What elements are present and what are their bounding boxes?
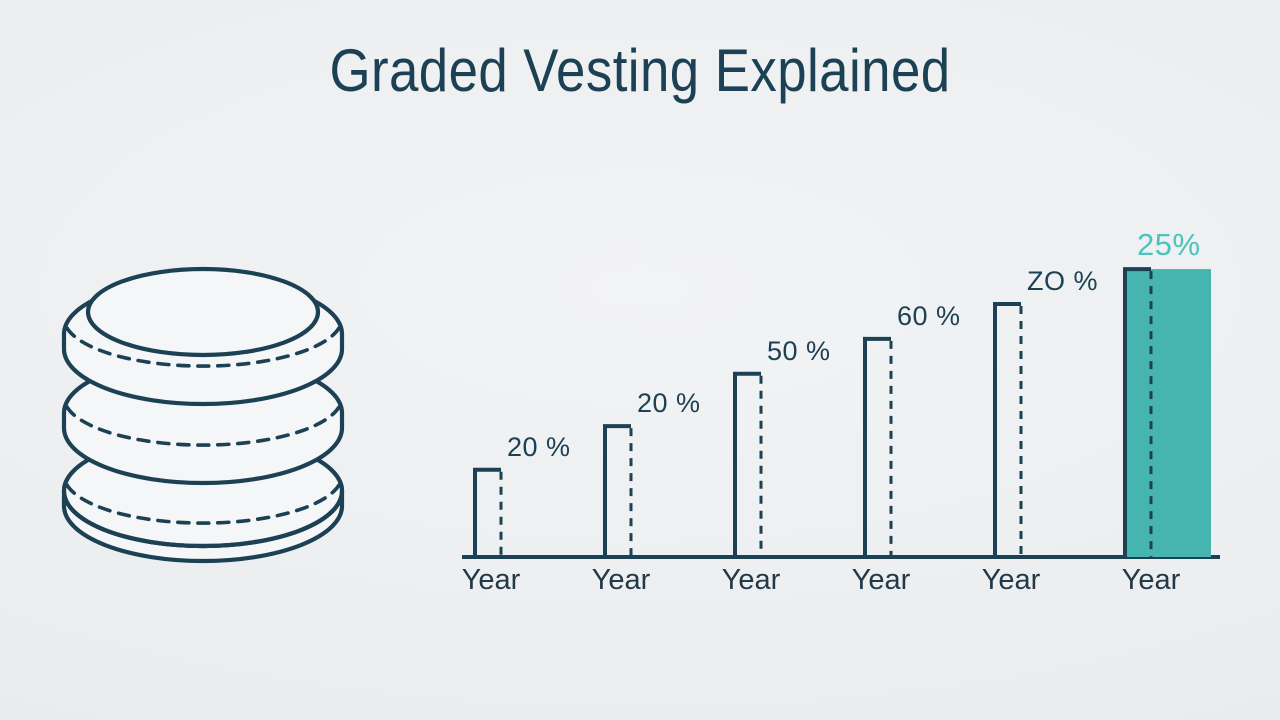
- bars-group: [473, 267, 1211, 557]
- bar-value-labels: 20 % 20 % 50 % 60 % ZO % 25%: [507, 227, 1201, 462]
- bar-outline: [473, 467, 501, 557]
- category-label: Year: [1122, 564, 1181, 596]
- category-label: Year: [852, 564, 911, 596]
- category-label: Year: [462, 564, 521, 596]
- stacked-discs-icon: [58, 248, 348, 570]
- vesting-bar-chart: 20 % 20 % 50 % 60 % ZO % 25% Year Year Year Year…: [440, 160, 1240, 610]
- bar-value-label: 25%: [1137, 227, 1201, 262]
- disc-top: [61, 266, 345, 407]
- bar-chart-svg: 20 %20 %50 %60 %ZO %25% Year Year Year Year…: [462, 227, 1220, 596]
- bar-outline: [1123, 267, 1151, 557]
- disc-bottom-hidden-edge: [65, 483, 341, 525]
- disc-middle-hidden-edge: [65, 405, 341, 447]
- bar-value-label: 20 %: [637, 388, 701, 418]
- bar-outline: [733, 371, 761, 557]
- bar-2[interactable]: [603, 424, 633, 557]
- category-label: Year: [592, 564, 651, 596]
- bar-value-label: 20 %: [507, 432, 571, 462]
- bar-4[interactable]: [863, 336, 893, 557]
- bar-value-label: 50 %: [767, 336, 831, 366]
- bar-1[interactable]: [473, 467, 503, 557]
- bar-value-label: ZO %: [1027, 266, 1098, 296]
- page-title: Graded Vesting Explained: [329, 37, 951, 104]
- disc-top-hidden-edge: [65, 326, 341, 368]
- bar-outline: [863, 336, 891, 557]
- stacked-discs-illustration: [61, 266, 345, 564]
- bar-6[interactable]: [1123, 267, 1211, 557]
- disc-top-rim: [85, 266, 321, 358]
- bar-outline: [993, 301, 1021, 557]
- bar-fill: [1125, 269, 1211, 557]
- category-labels: Year Year Year Year Year Year: [462, 564, 1181, 596]
- category-label: Year: [722, 564, 781, 596]
- bar-value-label: 60 %: [897, 301, 961, 331]
- bar-3[interactable]: [733, 371, 763, 557]
- bar-outline: [603, 424, 631, 557]
- bar-5[interactable]: [993, 301, 1023, 557]
- category-label: Year: [982, 564, 1041, 596]
